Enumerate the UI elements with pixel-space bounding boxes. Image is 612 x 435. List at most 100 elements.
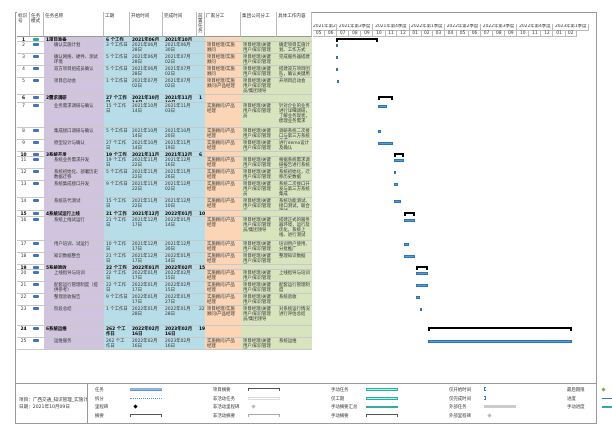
task-bar[interactable] (335, 44, 338, 47)
cell-finish: 2021年12月02日 (163, 181, 197, 198)
cell-start: 2022年02月16日 (130, 338, 163, 350)
column-header-duration[interactable]: 工期 (104, 12, 130, 37)
cell-id: 16 (17, 217, 30, 241)
task-bar[interactable] (393, 171, 396, 174)
cell-name: 系统业务需求开发 (44, 157, 104, 169)
legend-swatch-milestone (133, 404, 138, 409)
cell-vendor: 实施顾问/产品经理 (205, 128, 241, 140)
summary-bar[interactable] (415, 266, 428, 270)
task-bar[interactable] (403, 255, 416, 258)
column-header-id[interactable]: 标识号 (17, 12, 30, 37)
cell-work (277, 95, 312, 103)
cell-pred (197, 282, 205, 294)
cell-start: 2021年06月28日 (130, 42, 163, 54)
legend-swatch-mrollup (366, 406, 398, 408)
cell-pred (197, 198, 205, 211)
cell-name: 阶段总结 (44, 306, 104, 326)
task-bar[interactable] (420, 308, 423, 311)
cell-pred: 22 (197, 306, 205, 326)
column-header-finish[interactable]: 完成时间 (163, 12, 197, 37)
cell-vendor: 实施顾问/产品经理 (205, 282, 241, 294)
cell-finish: 2021年12月16日 (163, 152, 197, 157)
column-header-start[interactable]: 开始时间 (130, 12, 163, 37)
task-bar[interactable] (415, 272, 428, 275)
cell-vendor: 项目经理/实施顾问 (205, 54, 241, 66)
cell-vendor (205, 265, 241, 270)
task-bar[interactable] (378, 142, 394, 145)
column-header-mode[interactable]: 任务模式 (30, 12, 44, 37)
auto-schedule-icon (33, 104, 39, 107)
summary-bar[interactable] (427, 327, 573, 331)
cell-id: 5 (17, 78, 30, 95)
task-bar[interactable] (427, 340, 572, 343)
cell-id: 4 (17, 66, 30, 78)
task-bar[interactable] (393, 183, 399, 186)
cell-group: 项目经理/关键用户/知识管理员 (241, 169, 277, 181)
task-bar[interactable] (415, 296, 421, 299)
column-header-work[interactable]: 具体工作内容 (277, 12, 312, 37)
cell-start: 2022年02月16日 (130, 326, 163, 338)
cell-vendor: 实施顾问/产品经理 (205, 241, 241, 253)
task-bar[interactable] (403, 219, 416, 222)
task-bar[interactable] (335, 68, 338, 71)
auto-schedule-icon (33, 307, 39, 310)
quarter-label: 2023年第1季度 (553, 24, 589, 31)
cell-vendor: 实施顾问/产品经理 (205, 140, 241, 152)
legend-label: 进度 (567, 396, 576, 402)
cell-work: 系统二次接口开发与第三方系统集成 (277, 181, 312, 198)
cell-id: 11 (17, 157, 30, 169)
task-bar[interactable] (403, 243, 410, 246)
cell-duration: 1 个工作日 (104, 78, 130, 95)
legend-swatch-progress (602, 397, 612, 399)
cell-vendor (205, 95, 241, 103)
cell-start: 2022年01月17日 (130, 265, 163, 270)
task-bar[interactable] (337, 80, 340, 83)
summary-bar[interactable] (393, 153, 404, 157)
cell-duration: 22 个工作日 (104, 265, 130, 270)
task-bar[interactable] (393, 200, 402, 203)
month-label: 02 (421, 31, 433, 37)
cell-pred (197, 103, 205, 128)
cell-group: 项目经理/关键用户/知识管理员 (241, 140, 277, 152)
task-bar[interactable] (335, 56, 338, 59)
project-label: 项目：广西交通_知识管理_实施计 (19, 398, 88, 403)
task-bar[interactable] (378, 105, 387, 108)
summary-bar[interactable] (403, 212, 416, 216)
column-header-pred[interactable]: 前置任务 (197, 12, 205, 37)
cell-start: 2021年12月17日 (130, 253, 163, 265)
cell-group: 项目经理/关键用户/知识管理员 (241, 181, 277, 198)
legend-label: 仅开始时间 (449, 388, 471, 393)
summary-bar[interactable] (378, 96, 394, 100)
column-header-group[interactable]: 集团公司分工 (241, 12, 277, 37)
column-header-vendor[interactable]: 厂家分工 (205, 12, 241, 37)
legend-label: 最后期限 (567, 388, 585, 393)
column-band-work (277, 37, 312, 350)
auto-schedule-icon (33, 254, 39, 257)
auto-schedule-icon (33, 266, 39, 269)
quarter-label: 2021年第2季度 (313, 24, 338, 31)
cell-finish: 2022年01月14日 (163, 211, 197, 217)
cell-name: 双方项目组成员确认 (44, 66, 104, 78)
cell-finish: 2021年11月19日 (163, 140, 197, 152)
cell-work: 针对企业的业务进行详细调研，了解业务现状，梳理业务需求 (277, 103, 312, 128)
auto-schedule-icon (33, 67, 39, 70)
task-bar[interactable] (415, 284, 428, 287)
column-band-duration (104, 37, 130, 350)
task-bar[interactable] (393, 159, 404, 162)
task-bar[interactable] (378, 130, 382, 133)
cell-vendor: 实施顾问/产品经理 (205, 253, 241, 265)
legend-swatch-split (130, 397, 162, 399)
legend-divider (87, 384, 88, 424)
column-header-name[interactable]: 任务名称 (44, 12, 104, 37)
summary-bar[interactable] (335, 38, 379, 42)
auto-schedule-icon (33, 199, 39, 202)
cell-id: 13 (17, 181, 30, 198)
cell-start: 2021年07月02日 (130, 78, 163, 95)
auto-schedule-icon (33, 129, 39, 132)
cell-vendor (205, 37, 241, 42)
cell-name: 确认实施计划 (44, 42, 104, 54)
cell-group (241, 326, 277, 338)
legend-label: 外部任务 (449, 405, 467, 410)
auto-schedule-icon (33, 182, 39, 185)
cell-pred (197, 140, 205, 152)
